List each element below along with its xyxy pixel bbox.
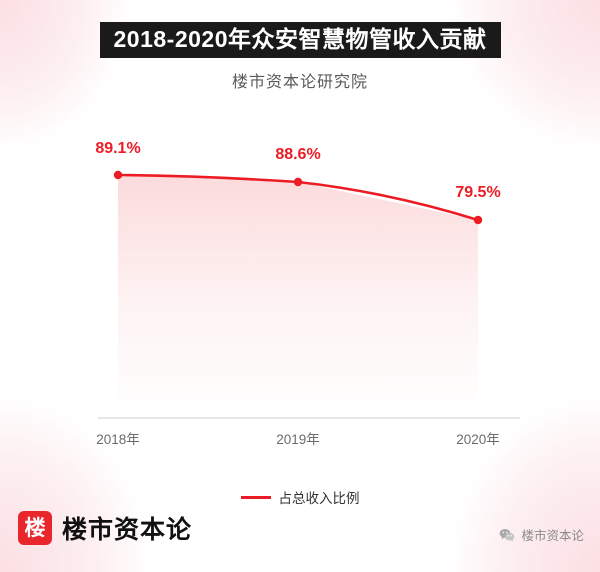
x-tick-2018: 2018年: [96, 432, 140, 447]
x-tick-2020: 2020年: [456, 432, 500, 447]
brand-name: 楼市资本论: [62, 516, 193, 544]
data-point-2018[interactable]: [113, 170, 123, 180]
area-fill: [118, 175, 478, 418]
data-label-2020: 79.5%: [455, 184, 501, 201]
chart-legend: 占总收入比例: [0, 487, 600, 507]
x-axis-tick-labels: 2018年 2019年 2020年: [0, 428, 600, 450]
line-chart-svg: [98, 170, 520, 419]
footer-brand: 楼 楼市资本论: [18, 510, 192, 546]
chart-subtitle: 楼市资本论研究院: [231, 74, 368, 91]
data-label-2019: 88.6%: [275, 146, 321, 163]
x-tick-2019: 2019年: [276, 432, 320, 447]
legend-swatch-占总收入比例: [240, 495, 271, 499]
chart-title: 2018-2020年众安智慧物管收入贡献: [99, 22, 501, 59]
wechat-icon: [499, 528, 515, 542]
account-name: 楼市资本论: [521, 529, 584, 543]
data-point-2020[interactable]: [473, 215, 483, 225]
legend-label-占总收入比例: 占总收入比例: [278, 491, 360, 506]
brand-logo-icon: 楼: [18, 511, 52, 545]
data-label-2018: 89.1%: [95, 140, 141, 157]
chart-plot-area: 89.1% 88.6% 79.5%: [0, 110, 600, 450]
footer-account: 楼市资本论: [499, 525, 584, 544]
data-point-2019[interactable]: [293, 177, 303, 187]
chart-title-container: 2018-2020年众安智慧物管收入贡献: [0, 22, 600, 59]
